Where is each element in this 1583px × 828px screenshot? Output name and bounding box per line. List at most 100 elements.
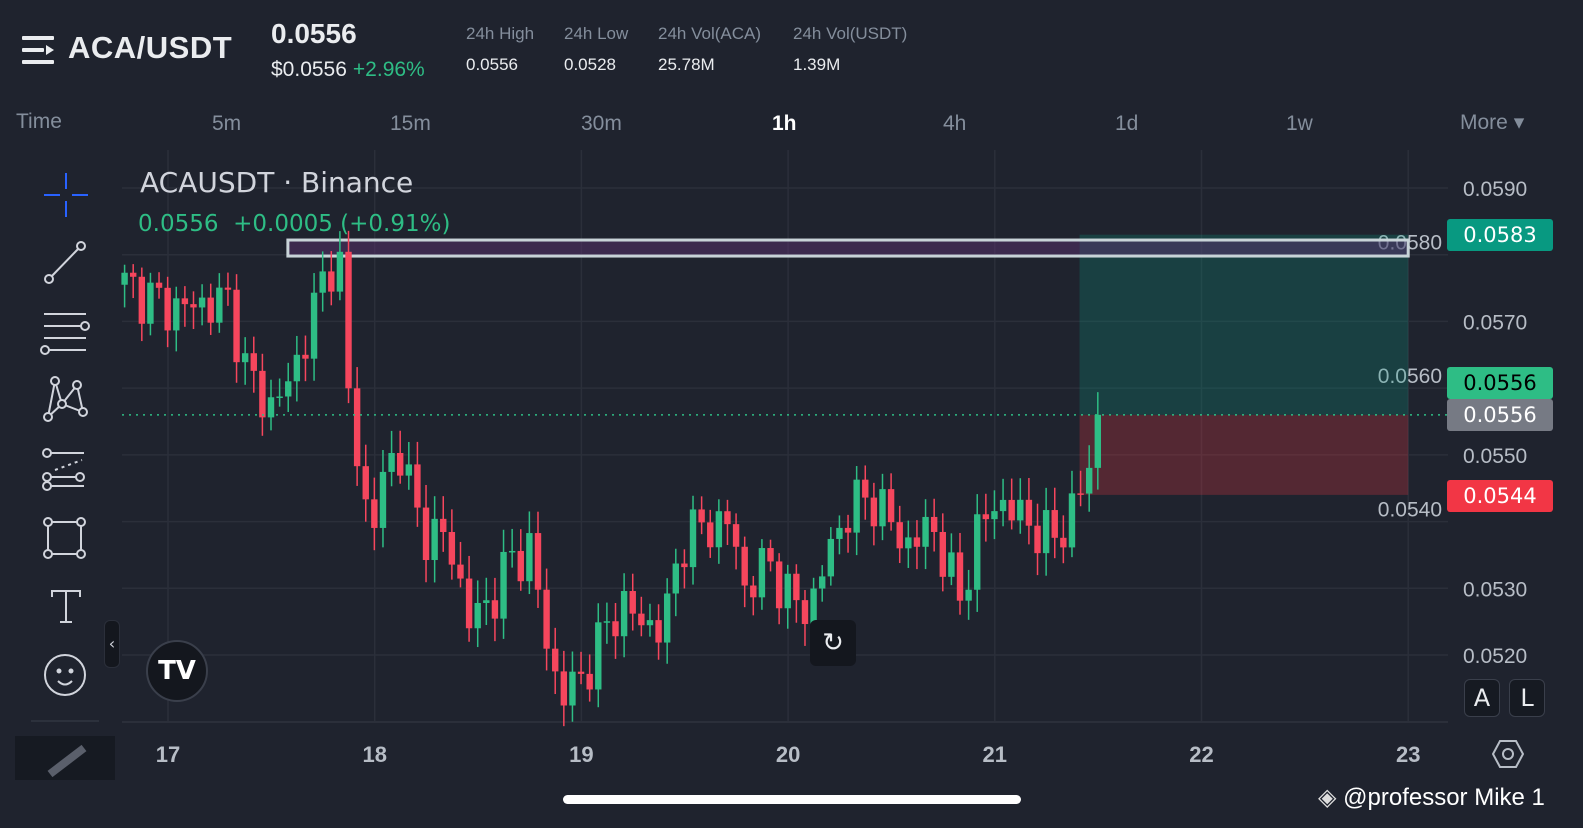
- candle: [414, 441, 421, 527]
- stat-label: 24h Vol(ACA): [658, 24, 761, 43]
- candle-body: [991, 511, 998, 520]
- timeframe-1w[interactable]: 1w: [1286, 112, 1313, 135]
- candle-body: [887, 489, 895, 523]
- eye: [68, 668, 74, 674]
- candle-body: [207, 297, 214, 323]
- candle: [767, 539, 774, 572]
- emoji-icon: [44, 654, 86, 696]
- log-scale-button[interactable]: L: [1509, 679, 1545, 717]
- settings-icon[interactable]: [1491, 738, 1525, 774]
- candle-body: [250, 353, 257, 371]
- candle: [758, 539, 766, 610]
- candle-body: [948, 552, 955, 577]
- candle-body: [216, 287, 223, 323]
- candle: [431, 496, 438, 583]
- candle: [862, 465, 869, 520]
- candle-body: [1008, 499, 1015, 521]
- time-tick: 17: [156, 742, 180, 767]
- candle: [887, 473, 895, 531]
- auto-scale-button[interactable]: A: [1464, 679, 1500, 717]
- candle: [638, 596, 645, 637]
- candle-body: [293, 354, 301, 382]
- candle: [595, 603, 602, 708]
- candles: [121, 230, 1102, 727]
- pair-title[interactable]: ACA/USDT: [68, 30, 233, 65]
- candle-body: [672, 563, 679, 594]
- legend-change: +0.0005 (+0.91%): [233, 211, 451, 237]
- candle-body: [302, 354, 309, 359]
- candle-body: [999, 499, 1007, 512]
- candle: [913, 520, 921, 570]
- candle: [793, 564, 800, 623]
- chart-price-legend: 0.0556 +0.0005 (+0.91%): [138, 211, 450, 237]
- candle: [569, 651, 576, 722]
- candle: [655, 604, 662, 660]
- timeframe-15m[interactable]: 15m: [390, 112, 431, 135]
- candle: [448, 509, 456, 580]
- candle-body: [431, 518, 438, 561]
- candle-body: [224, 287, 232, 290]
- candle-body: [905, 537, 912, 549]
- candle: [681, 549, 688, 589]
- candle-body: [698, 509, 705, 523]
- reset-chart-button[interactable]: ↻: [810, 620, 856, 666]
- candle: [362, 444, 369, 522]
- timeframe-5m[interactable]: 5m: [212, 112, 242, 135]
- candle-body: [1025, 499, 1033, 526]
- candle: [1042, 487, 1050, 576]
- stop-price-label: 0.0544: [1447, 480, 1553, 512]
- candle: [138, 267, 146, 342]
- candle: [241, 337, 249, 385]
- candle-body: [724, 511, 731, 525]
- candle-body: [155, 282, 163, 288]
- candle-body: [586, 673, 593, 690]
- timeframe-1d[interactable]: 1d: [1115, 112, 1139, 135]
- candle: [173, 286, 180, 352]
- candle-body: [198, 297, 206, 308]
- candle: [224, 272, 232, 306]
- candle: [646, 603, 654, 637]
- candle-body: [1094, 414, 1102, 468]
- tradingview-logo[interactable]: TV: [146, 640, 208, 702]
- candle: [689, 495, 697, 585]
- time-tick: 20: [776, 742, 800, 767]
- usd-price: $0.0556 +2.96%: [271, 58, 425, 82]
- timeframe-1h[interactable]: 1h: [772, 112, 797, 135]
- candle-body: [508, 550, 516, 553]
- stop-loss-zone: [1079, 414, 1409, 495]
- candle-body: [414, 464, 421, 508]
- candle-body: [629, 591, 636, 614]
- candle-body: [750, 585, 757, 598]
- time-tick: 21: [983, 742, 1007, 767]
- more-timeframes-button[interactable]: More ▾: [1460, 111, 1525, 134]
- collapse-toolbar-button[interactable]: ‹: [104, 620, 120, 668]
- candle: [353, 367, 361, 486]
- menu-icon[interactable]: [22, 36, 54, 64]
- handle: [42, 448, 52, 458]
- candle: [302, 335, 309, 382]
- drawing-toolbar: [40, 173, 90, 696]
- candle-body: [534, 533, 542, 590]
- candle-body: [483, 600, 490, 603]
- candle: [293, 335, 301, 402]
- candle: [1068, 470, 1076, 558]
- stat-0: 24h High 0.0556: [466, 24, 534, 75]
- candle: [483, 577, 490, 625]
- candle: [517, 529, 524, 591]
- timeframe-30m[interactable]: 30m: [581, 112, 622, 135]
- time-tick: 18: [362, 742, 386, 767]
- candle-body: [707, 522, 714, 548]
- candle-body: [974, 514, 981, 590]
- candle-body: [939, 531, 946, 577]
- price-tick: 0.0550: [1463, 445, 1527, 468]
- candle: [620, 573, 628, 658]
- candle-body: [121, 272, 128, 285]
- candle-body: [810, 588, 817, 625]
- timeframe-4h[interactable]: 4h: [943, 112, 967, 135]
- candle: [1008, 478, 1015, 530]
- candle: [155, 272, 163, 299]
- candle: [844, 514, 852, 553]
- candle: [328, 251, 335, 306]
- candle-body: [758, 548, 766, 598]
